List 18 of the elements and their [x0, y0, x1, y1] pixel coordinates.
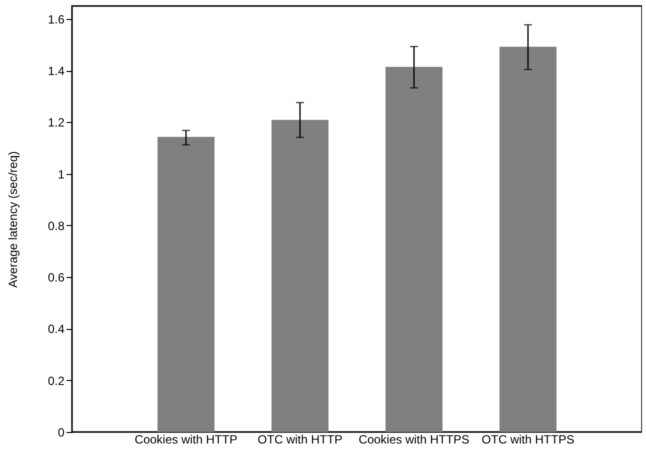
x-tick-label: Cookies with HTTP: [134, 432, 238, 446]
y-tick-label: 1.6: [48, 12, 65, 26]
y-tick-label: 0.8: [48, 218, 65, 233]
bar: [386, 66, 442, 432]
bar: [500, 46, 556, 432]
bar: [272, 120, 328, 432]
x-tick-label: Cookies with HTTPS: [358, 432, 470, 446]
y-tick-label: 0.2: [48, 374, 65, 388]
bar: [158, 136, 214, 432]
x-tick-label: OTC with HTTP: [258, 432, 342, 446]
y-tick-label: 0: [58, 426, 65, 440]
y-tick-label: 1.2: [48, 116, 65, 130]
y-tick-label: 1: [58, 167, 65, 182]
y-tick-label: 0.4: [48, 322, 65, 336]
y-tick-label: 1.4: [48, 64, 65, 78]
x-tick-label: OTC with HTTPS: [482, 432, 574, 446]
y-axis-title: Average latency (sec/req): [6, 151, 20, 288]
y-tick-label: 0.6: [48, 270, 65, 285]
